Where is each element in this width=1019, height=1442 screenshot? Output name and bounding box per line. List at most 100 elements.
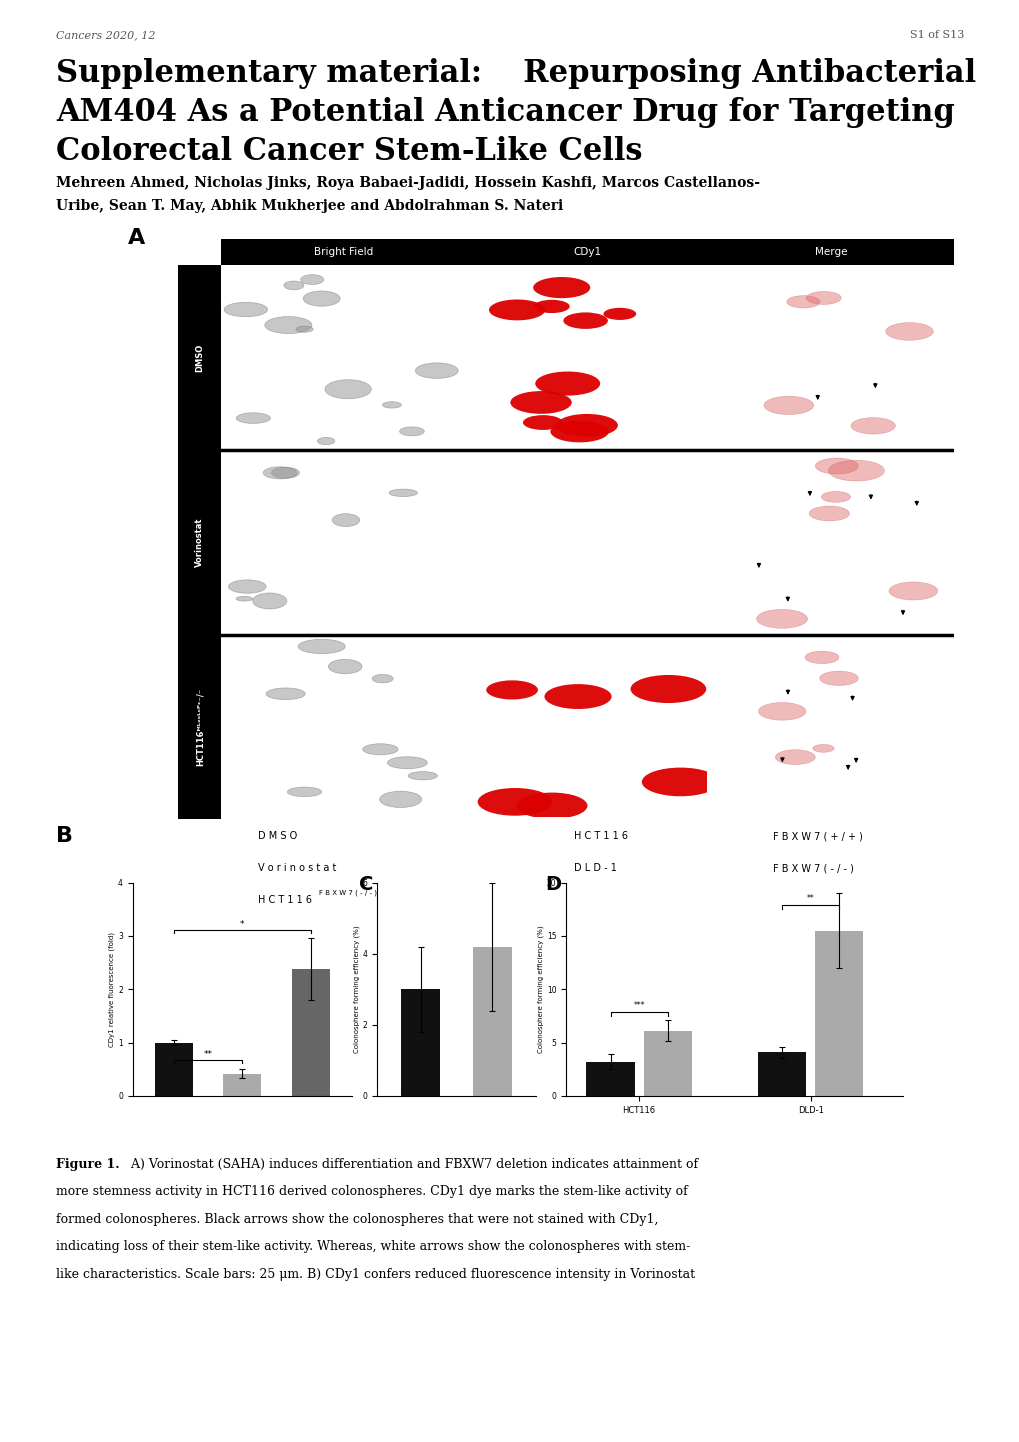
- Circle shape: [808, 506, 849, 521]
- Circle shape: [533, 300, 570, 313]
- Circle shape: [533, 277, 590, 298]
- Text: HCT116ᴹᴸˣˣᴸᶜᴾᶜ⁻/⁻: HCT116ᴹᴸˣˣᴸᶜᴾᶜ⁻/⁻: [195, 688, 204, 766]
- Text: A) Vorinostat (SAHA) induces differentiation and FBXW7 deletion indicates attain: A) Vorinostat (SAHA) induces differentia…: [127, 1158, 698, 1171]
- Ellipse shape: [325, 379, 371, 399]
- Ellipse shape: [266, 688, 305, 699]
- Circle shape: [603, 307, 636, 320]
- Circle shape: [756, 610, 807, 629]
- Circle shape: [819, 671, 858, 685]
- Bar: [291, 969, 329, 1096]
- Ellipse shape: [303, 291, 339, 306]
- Bar: [814, 930, 862, 1096]
- Circle shape: [884, 323, 932, 340]
- Text: C: C: [359, 875, 373, 894]
- Circle shape: [774, 750, 814, 764]
- Text: S1 of S13: S1 of S13: [909, 30, 963, 40]
- Text: *: *: [239, 920, 245, 929]
- Y-axis label: CDy1 relative fluorescence (fold): CDy1 relative fluorescence (fold): [109, 932, 115, 1047]
- Circle shape: [758, 702, 805, 720]
- Circle shape: [786, 296, 819, 309]
- Text: V o r i n o s t a t: V o r i n o s t a t: [258, 864, 336, 872]
- Circle shape: [523, 415, 562, 430]
- Circle shape: [812, 744, 834, 753]
- Ellipse shape: [382, 402, 401, 408]
- Ellipse shape: [301, 274, 323, 284]
- Bar: [757, 1053, 805, 1096]
- Y-axis label: Colonosphere forming efficiency (%): Colonosphere forming efficiency (%): [537, 926, 543, 1053]
- Text: H C T 1 1 6: H C T 1 1 6: [574, 832, 628, 841]
- Circle shape: [804, 652, 839, 663]
- Ellipse shape: [372, 675, 392, 684]
- Bar: [221, 239, 953, 265]
- Circle shape: [510, 391, 572, 414]
- Text: Mehreen Ahmed, Nicholas Jinks, Roya Babaei-Jadidi, Hossein Kashfi, Marcos Castel: Mehreen Ahmed, Nicholas Jinks, Roya Baba…: [56, 176, 759, 190]
- Text: formed colonospheres. Black arrows show the colonospheres that were not stained : formed colonospheres. Black arrows show …: [56, 1213, 658, 1226]
- Circle shape: [814, 459, 858, 474]
- Text: H C T 1 1 6: H C T 1 1 6: [258, 895, 312, 904]
- Text: ***: ***: [633, 1001, 644, 1009]
- Text: Merge: Merge: [814, 248, 847, 258]
- Circle shape: [630, 675, 705, 704]
- Ellipse shape: [253, 593, 286, 609]
- Circle shape: [477, 787, 552, 816]
- Y-axis label: Colonosphere forming efficiency (%): Colonosphere forming efficiency (%): [354, 926, 360, 1053]
- Ellipse shape: [363, 744, 397, 754]
- Circle shape: [889, 583, 936, 600]
- Text: Supplementary material:  Repurposing Antibacterial: Supplementary material: Repurposing Anti…: [56, 58, 975, 88]
- Ellipse shape: [332, 513, 360, 526]
- Text: **: **: [806, 894, 814, 903]
- Ellipse shape: [328, 659, 362, 673]
- Text: F B X W 7 ( + / + ): F B X W 7 ( + / + ): [772, 832, 862, 841]
- Circle shape: [535, 372, 599, 395]
- Ellipse shape: [235, 597, 253, 601]
- Circle shape: [516, 793, 587, 819]
- Bar: [223, 1073, 261, 1096]
- Text: more stemness activity in HCT116 derived colonospheres. CDy1 dye marks the stem-: more stemness activity in HCT116 derived…: [56, 1185, 687, 1198]
- Circle shape: [486, 681, 537, 699]
- Text: like characteristics. Scale bars: 25 μm. B) CDy1 confers reduced fluorescence in: like characteristics. Scale bars: 25 μm.…: [56, 1268, 695, 1280]
- Text: Cancers 2020, 12: Cancers 2020, 12: [56, 30, 156, 40]
- Text: F B X W 7 ( - / - ): F B X W 7 ( - / - ): [772, 864, 853, 872]
- Circle shape: [488, 300, 545, 320]
- Bar: [155, 1043, 193, 1096]
- Ellipse shape: [415, 363, 458, 378]
- Ellipse shape: [408, 771, 437, 780]
- Circle shape: [550, 421, 608, 443]
- Circle shape: [562, 313, 607, 329]
- Ellipse shape: [236, 412, 270, 424]
- Bar: [472, 946, 512, 1096]
- Circle shape: [555, 414, 618, 437]
- Text: A: A: [127, 228, 145, 248]
- Text: Figure 1.: Figure 1.: [56, 1158, 119, 1171]
- Ellipse shape: [265, 317, 312, 333]
- Ellipse shape: [298, 639, 345, 653]
- Ellipse shape: [224, 303, 267, 317]
- Text: D L D - 1: D L D - 1: [574, 864, 616, 872]
- Ellipse shape: [271, 467, 300, 479]
- Circle shape: [641, 767, 718, 796]
- Ellipse shape: [228, 580, 266, 593]
- Bar: [586, 1061, 634, 1096]
- Ellipse shape: [388, 489, 417, 496]
- Text: **: **: [203, 1050, 212, 1058]
- Circle shape: [827, 460, 883, 482]
- Text: B: B: [56, 826, 73, 846]
- Text: CDy1: CDy1: [573, 248, 601, 258]
- Ellipse shape: [283, 281, 304, 290]
- Text: Bright Field: Bright Field: [313, 248, 373, 258]
- Text: Uribe, Sean T. May, Abhik Mukherjee and Abdolrahman S. Nateri: Uribe, Sean T. May, Abhik Mukherjee and …: [56, 199, 562, 213]
- Circle shape: [805, 291, 841, 304]
- Ellipse shape: [317, 437, 334, 444]
- Ellipse shape: [296, 326, 313, 332]
- Text: indicating loss of their stem-like activity. Whereas, white arrows show the colo: indicating loss of their stem-like activ…: [56, 1240, 690, 1253]
- Bar: [178, 265, 221, 819]
- Text: Colorectal Cancer Stem-Like Cells: Colorectal Cancer Stem-Like Cells: [56, 136, 642, 166]
- Bar: [643, 1031, 691, 1096]
- Ellipse shape: [287, 787, 321, 796]
- Bar: [400, 989, 440, 1096]
- Ellipse shape: [263, 467, 297, 479]
- Circle shape: [850, 418, 895, 434]
- Circle shape: [763, 397, 813, 414]
- Text: DMSO: DMSO: [195, 343, 204, 372]
- Ellipse shape: [387, 757, 427, 769]
